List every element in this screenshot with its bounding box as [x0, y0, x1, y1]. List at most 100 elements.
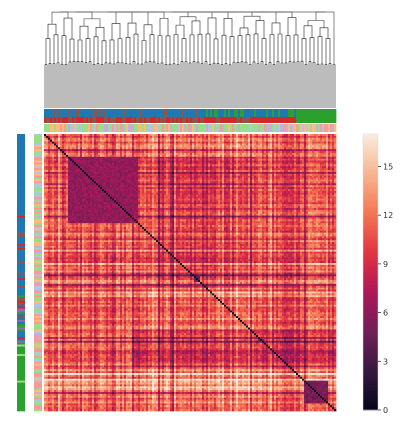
- heatmap-cell: [104, 143, 107, 146]
- heatmap-cell: [272, 162, 275, 165]
- heatmap-cell: [300, 141, 303, 144]
- col-annotation-cell: [316, 117, 319, 123]
- row-annotation-cell: [17, 337, 25, 340]
- heatmap-cell: [236, 151, 239, 154]
- heatmap-cell: [286, 171, 289, 175]
- col-annotation-cell: [208, 117, 211, 123]
- heatmap-cell: [98, 160, 101, 163]
- heatmap-cell: [186, 151, 189, 154]
- heatmap-cell: [204, 160, 207, 163]
- heatmap-cell: [300, 149, 303, 152]
- heatmap-cell: [178, 149, 181, 152]
- heatmap-cell: [124, 141, 127, 144]
- heatmap-cell: [202, 141, 205, 144]
- heatmap-cell: [294, 177, 297, 180]
- heatmap-cell: [140, 166, 143, 169]
- heatmap-cell: [190, 152, 193, 156]
- row-annotation-cell: [17, 187, 25, 190]
- heatmap-cell: [326, 154, 329, 158]
- heatmap-cell: [106, 137, 109, 141]
- heatmap-cell: [62, 143, 65, 146]
- heatmap-cell: [104, 135, 107, 139]
- heatmap-cell: [286, 141, 289, 144]
- heatmap-cell: [254, 173, 257, 177]
- heatmap-cell: [228, 175, 231, 178]
- heatmap-cell: [314, 137, 317, 141]
- heatmap-cell: [222, 134, 225, 137]
- heatmap-cell: [156, 137, 159, 141]
- heatmap-cell: [256, 160, 259, 163]
- heatmap-cell: [86, 137, 89, 141]
- heatmap-cell: [66, 151, 69, 154]
- heatmap-cell: [318, 162, 321, 165]
- heatmap-cell: [192, 168, 195, 171]
- heatmap-cell: [194, 162, 197, 165]
- col-annotation-cell: [310, 124, 313, 132]
- heatmap-cell: [246, 177, 249, 180]
- heatmap-cell: [136, 147, 139, 150]
- heatmap-cell: [172, 168, 175, 171]
- heatmap-cell: [108, 166, 111, 169]
- heatmap-cell: [84, 134, 87, 137]
- heatmap-cell: [140, 154, 143, 158]
- heatmap-cell: [224, 137, 227, 141]
- heatmap-cell: [248, 152, 251, 156]
- col-annotation-cell: [288, 117, 291, 123]
- heatmap-cell: [254, 156, 257, 160]
- heatmap-cell: [256, 175, 259, 178]
- heatmap-cell: [60, 156, 63, 160]
- heatmap-cell: [210, 164, 213, 167]
- heatmap-cell: [150, 151, 153, 154]
- heatmap-cell: [134, 135, 137, 139]
- heatmap-cell: [72, 168, 75, 171]
- heatmap-cell: [190, 175, 193, 178]
- heatmap-cell: [198, 154, 201, 158]
- heatmap-cell: [266, 173, 269, 177]
- heatmap-cell: [180, 151, 183, 154]
- heatmap-cell: [140, 158, 143, 161]
- heatmap-cell: [72, 175, 75, 178]
- heatmap-cell: [90, 141, 93, 144]
- heatmap-cell: [110, 177, 113, 180]
- heatmap-cell: [282, 177, 285, 180]
- heatmap-cell: [304, 156, 307, 160]
- heatmap-cell: [58, 158, 61, 161]
- heatmap-cell: [112, 166, 115, 169]
- heatmap-cell: [92, 179, 95, 182]
- row-annotation-cell: [34, 329, 42, 332]
- heatmap-cell: [330, 137, 333, 141]
- heatmap-cell: [134, 149, 137, 152]
- row-annotation-cell: [17, 164, 25, 167]
- heatmap-cell: [242, 179, 245, 182]
- col-annotation-cell: [86, 109, 89, 117]
- heatmap-cell: [326, 141, 329, 144]
- col-annotation-cell: [272, 117, 275, 123]
- heatmap-cell: [326, 173, 329, 177]
- heatmap-cell: [322, 175, 325, 178]
- heatmap-cell: [194, 175, 197, 178]
- heatmap-cell: [220, 143, 223, 146]
- heatmap-cell: [176, 162, 179, 165]
- heatmap-cell: [106, 135, 109, 139]
- heatmap-cell: [84, 173, 87, 177]
- row-annotation-cell: [34, 215, 42, 218]
- col-annotation-cell: [284, 124, 287, 132]
- heatmap-cell: [220, 149, 223, 152]
- heatmap-cell: [112, 177, 115, 180]
- heatmap-cell: [174, 154, 177, 158]
- col-annotation-cell: [208, 124, 211, 132]
- heatmap-cell: [56, 175, 59, 178]
- heatmap-cell: [176, 171, 179, 175]
- heatmap-cell: [298, 168, 301, 171]
- heatmap-cell: [252, 158, 255, 161]
- heatmap-cell: [292, 151, 295, 154]
- heatmap-cell: [274, 149, 277, 152]
- heatmap-cell: [192, 166, 195, 169]
- col-annotation-cell: [78, 117, 81, 123]
- heatmap-cell: [294, 171, 297, 175]
- heatmap-cell: [80, 152, 83, 156]
- heatmap-cell: [148, 152, 151, 156]
- heatmap-cell: [94, 179, 97, 182]
- heatmap-cell: [96, 158, 99, 161]
- heatmap-cell: [236, 168, 239, 171]
